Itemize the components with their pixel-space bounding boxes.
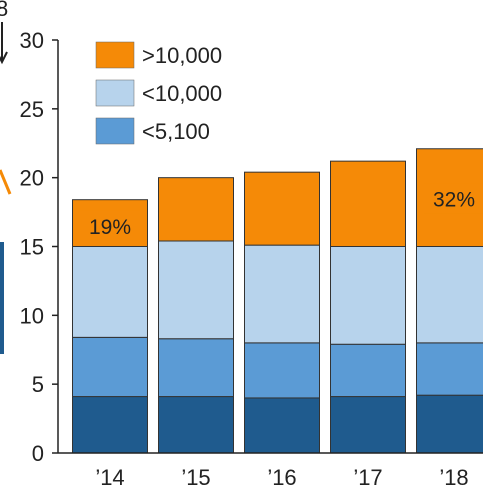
legend-swatch [95,41,135,69]
x-tick-label: ’14 [95,465,124,490]
edge-mark-text: 8 [0,0,8,21]
bar-segment-series-2 [330,246,406,345]
bar-segment-series-2 [416,246,483,344]
bar-segment-series-2 [72,246,148,338]
callouts-group: 19% 32% [80,183,483,241]
bars-group [72,148,483,454]
callout-label: 32% [433,188,475,211]
bar-segment-series-3 [244,171,320,246]
legend-swatch [95,79,135,107]
bar-segment-series-1 [244,342,320,399]
bar-segment-series-0 [158,396,234,454]
legend-label: <5,100 [142,119,210,144]
legend-swatch [95,117,135,145]
y-tick-label: 10 [20,303,44,328]
x-tick-label: ’18 [439,465,468,490]
x-tick-label: ’15 [181,465,210,490]
bar-segment-series-3 [330,160,406,247]
y-tick-label: 25 [20,97,44,122]
bar-segment-series-1 [416,342,483,396]
x-axis: ’14 ’15 ’16 ’17 ’18 [58,452,483,490]
y-axis: 0 5 10 15 20 25 30 [20,28,59,466]
y-tick-label: 5 [32,372,44,397]
y-tick-label: 0 [32,441,44,466]
bar-segment-series-0 [416,394,483,454]
legend-label: <10,000 [142,81,222,106]
bar-segment-series-2 [158,240,234,340]
callout-box [80,210,140,241]
y-tick-label: 30 [20,28,44,53]
legend: >10,000 <10,000 <5,100 [95,41,222,145]
edge-down-arrow-icon [0,22,8,65]
edge-blue-bracket [0,242,4,354]
bar-segment-series-0 [72,396,148,454]
callout-label: 19% [89,216,131,239]
bar-segment-series-1 [72,336,148,398]
bar-segment-series-0 [330,396,406,454]
bar-segment-series-2 [244,244,320,344]
callout-box [424,183,483,214]
edge-orange-mark-icon [0,169,12,195]
bar-segment-series-0 [244,397,320,454]
y-tick-label: 15 [20,235,44,260]
bar-segment-series-1 [158,338,234,398]
x-tick-label: ’16 [267,465,296,490]
bar-segment-series-3 [158,177,234,242]
bar-segment-series-1 [330,343,406,398]
x-tick-label: ’17 [353,465,382,490]
y-tick-label: 20 [20,166,44,191]
legend-label: >10,000 [142,43,222,68]
